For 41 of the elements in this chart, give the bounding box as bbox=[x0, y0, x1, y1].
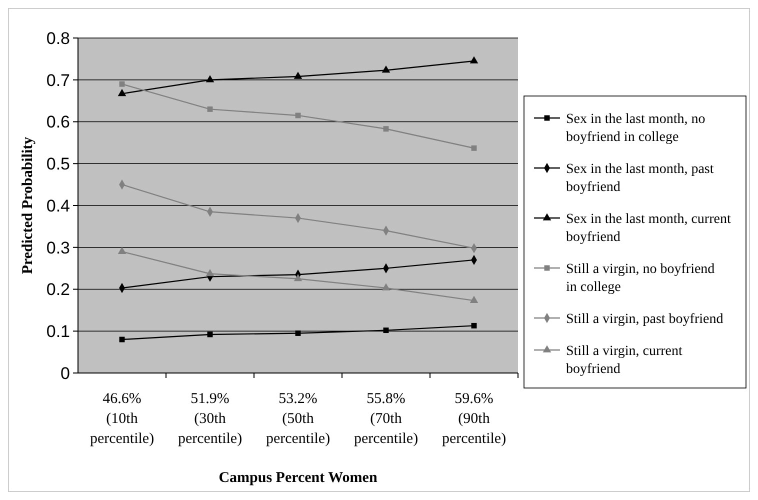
point bbox=[383, 328, 389, 334]
point bbox=[382, 283, 390, 290]
point bbox=[294, 274, 302, 282]
point bbox=[206, 268, 214, 276]
y-tick-label: 0.1 bbox=[46, 322, 70, 342]
legend-label: Still a virgin, no boyfriend in college bbox=[566, 262, 715, 295]
y-tick-label: 0 bbox=[60, 364, 70, 383]
legend-label: Still a virgin, current boyfriend bbox=[566, 344, 682, 377]
x-tick-label: 51.9% (30th percentile) bbox=[178, 391, 242, 447]
point bbox=[471, 322, 477, 328]
y-tick-label: 0.6 bbox=[46, 112, 70, 132]
legend-label: Sex in the last month, past boyfriend bbox=[566, 162, 714, 195]
x-tick-label: 53.2% (50th percentile) bbox=[266, 391, 330, 447]
y-tick-label: 0.4 bbox=[46, 196, 70, 216]
point bbox=[470, 56, 478, 64]
point bbox=[207, 106, 213, 112]
x-tick-label: 59.6% (90th percentile) bbox=[442, 391, 506, 447]
y-tick-label: 0.3 bbox=[46, 238, 70, 258]
point bbox=[383, 126, 389, 132]
y-tick-label: 0.7 bbox=[46, 70, 70, 90]
y-axis-title: Predicted Probability bbox=[20, 136, 36, 274]
point bbox=[382, 65, 390, 73]
point bbox=[294, 72, 302, 79]
legend-label: Sex in the last month, no boyfriend in college bbox=[566, 112, 706, 145]
x-tick-label: 46.6% (10th percentile) bbox=[90, 391, 154, 447]
point bbox=[119, 81, 125, 87]
point bbox=[118, 88, 126, 96]
point bbox=[470, 296, 478, 303]
y-tick-label: 0.2 bbox=[46, 280, 70, 300]
point bbox=[118, 246, 126, 254]
legend-label: Still a virgin, past boyfriend bbox=[566, 312, 724, 327]
point bbox=[295, 112, 301, 118]
x-axis-title: Campus Percent Women bbox=[218, 470, 378, 486]
point bbox=[295, 330, 301, 336]
legend-label: Sex in the last month, current boyfriend bbox=[566, 212, 731, 245]
point bbox=[206, 75, 214, 82]
x-tick-label: 55.8% (70th percentile) bbox=[354, 391, 418, 447]
point bbox=[471, 145, 477, 151]
y-tick-label: 0.5 bbox=[46, 154, 70, 174]
y-tick-label: 0.8 bbox=[46, 28, 70, 48]
point bbox=[207, 332, 213, 338]
